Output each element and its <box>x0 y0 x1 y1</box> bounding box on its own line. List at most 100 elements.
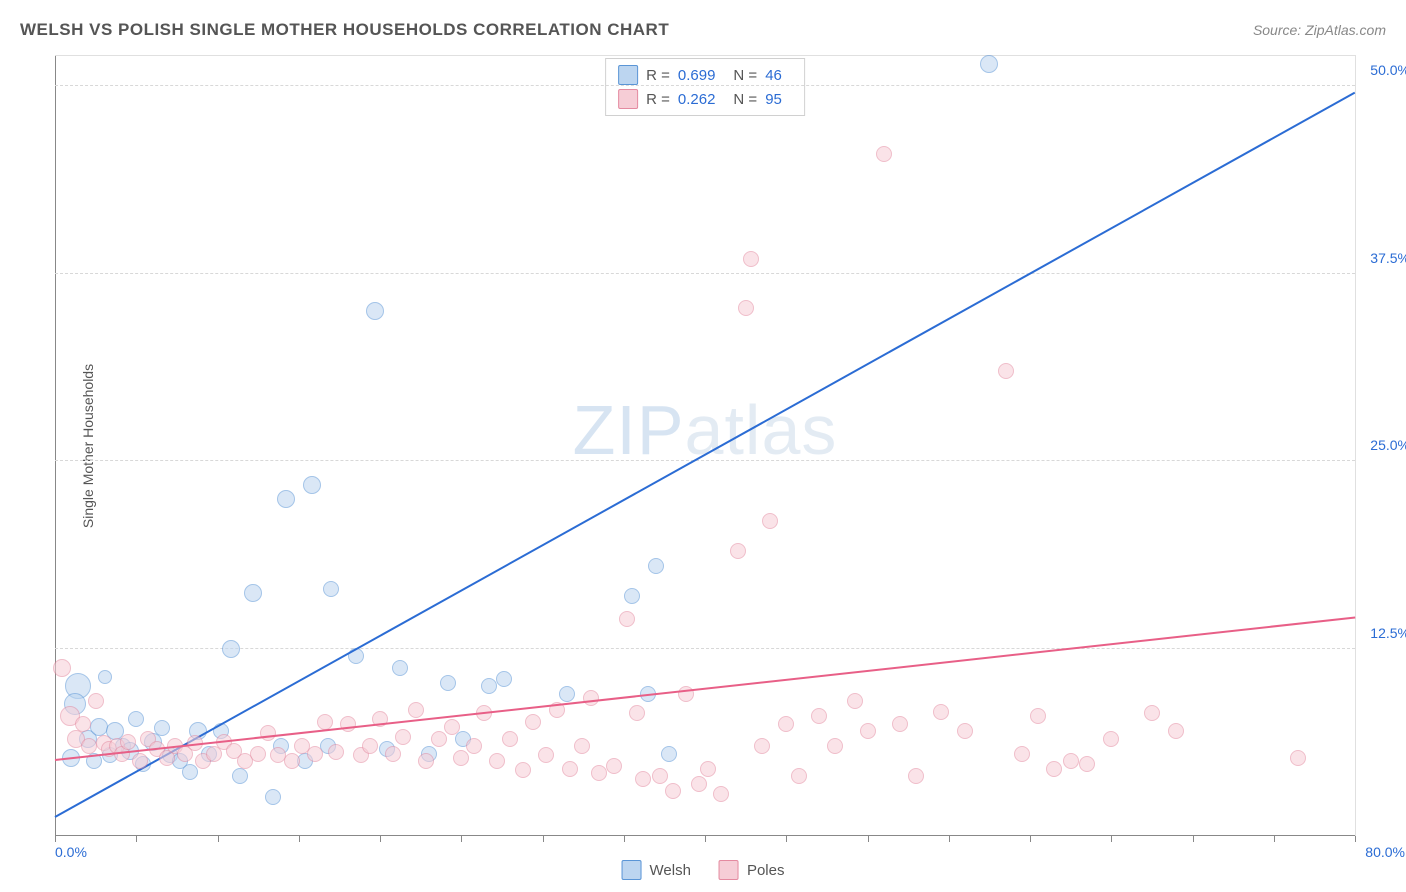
stat-r-value: 0.699 <box>678 67 716 84</box>
legend-label: Welsh <box>650 862 691 879</box>
x-tick <box>1274 836 1275 842</box>
data-point <box>847 693 863 709</box>
data-point <box>980 55 998 73</box>
x-tick <box>55 836 56 842</box>
data-point <box>743 251 759 267</box>
gridline-h <box>55 273 1355 274</box>
data-point <box>75 716 91 732</box>
data-point <box>232 768 248 784</box>
data-point <box>182 764 198 780</box>
data-point <box>128 711 144 727</box>
data-point <box>811 708 827 724</box>
stat-n-label: N = <box>733 67 757 84</box>
stats-legend-row: R =0.699N =46 <box>618 63 792 87</box>
data-point <box>562 761 578 777</box>
legend-swatch <box>719 860 739 880</box>
gridline-h <box>55 648 1355 649</box>
data-point <box>1030 708 1046 724</box>
data-point <box>876 146 892 162</box>
data-point <box>307 746 323 762</box>
data-point <box>81 738 97 754</box>
legend-swatch <box>622 860 642 880</box>
data-point <box>629 705 645 721</box>
data-point <box>574 738 590 754</box>
y-tick-label: 12.5% <box>1360 625 1406 641</box>
data-point <box>933 704 949 720</box>
data-point <box>244 584 262 602</box>
data-point <box>515 762 531 778</box>
legend-swatch <box>618 65 638 85</box>
data-point <box>538 747 554 763</box>
x-tick <box>136 836 137 842</box>
watermark-thin: atlas <box>685 391 838 469</box>
data-point <box>408 702 424 718</box>
y-tick-label: 37.5% <box>1360 250 1406 266</box>
data-point <box>496 671 512 687</box>
data-point <box>665 783 681 799</box>
data-point <box>678 686 694 702</box>
x-max-label: 80.0% <box>1365 844 1405 860</box>
data-point <box>957 723 973 739</box>
data-point <box>466 738 482 754</box>
data-point <box>606 758 622 774</box>
gridline-h <box>55 460 1355 461</box>
data-point <box>431 731 447 747</box>
data-point <box>860 723 876 739</box>
data-point <box>1144 705 1160 721</box>
data-point <box>648 558 664 574</box>
data-point <box>619 611 635 627</box>
data-point <box>53 659 71 677</box>
data-point <box>1168 723 1184 739</box>
trend-line <box>55 617 1355 761</box>
data-point <box>392 660 408 676</box>
data-point <box>1103 731 1119 747</box>
x-tick <box>543 836 544 842</box>
chart-title: WELSH VS POLISH SINGLE MOTHER HOUSEHOLDS… <box>20 20 669 40</box>
stats-legend: R =0.699N =46R =0.262N =95 <box>605 58 805 116</box>
x-origin-label: 0.0% <box>55 844 87 860</box>
stat-n-value: 46 <box>765 67 782 84</box>
y-tick-label: 25.0% <box>1360 437 1406 453</box>
data-point <box>827 738 843 754</box>
data-point <box>1079 756 1095 772</box>
data-point <box>624 588 640 604</box>
data-point <box>661 746 677 762</box>
data-point <box>444 719 460 735</box>
data-point <box>453 750 469 766</box>
data-point <box>277 490 295 508</box>
x-tick <box>299 836 300 842</box>
data-point <box>328 744 344 760</box>
stat-r-value: 0.262 <box>678 91 716 108</box>
data-point <box>250 746 266 762</box>
data-point <box>998 363 1014 379</box>
data-point <box>222 640 240 658</box>
stat-n-label: N = <box>733 91 757 108</box>
data-point <box>98 670 112 684</box>
data-point <box>1014 746 1030 762</box>
data-point <box>395 729 411 745</box>
data-point <box>1290 750 1306 766</box>
x-tick <box>380 836 381 842</box>
data-point <box>635 771 651 787</box>
gridline-h <box>55 85 1355 86</box>
watermark-bold: ZIP <box>573 391 685 469</box>
data-point <box>652 768 668 784</box>
data-point <box>778 716 794 732</box>
legend-label: Poles <box>747 862 785 879</box>
stat-r-label: R = <box>646 91 670 108</box>
x-tick <box>1030 836 1031 842</box>
data-point <box>791 768 807 784</box>
stat-n-value: 95 <box>765 91 782 108</box>
data-point <box>762 513 778 529</box>
data-point <box>88 693 104 709</box>
data-point <box>908 768 924 784</box>
data-point <box>489 753 505 769</box>
source-label: Source: ZipAtlas.com <box>1253 22 1386 38</box>
x-tick <box>1355 836 1356 842</box>
chart-container: WELSH VS POLISH SINGLE MOTHER HOUSEHOLDS… <box>0 0 1406 892</box>
data-point <box>154 720 170 736</box>
data-point <box>559 686 575 702</box>
x-tick <box>868 836 869 842</box>
x-tick <box>624 836 625 842</box>
data-point <box>132 753 148 769</box>
